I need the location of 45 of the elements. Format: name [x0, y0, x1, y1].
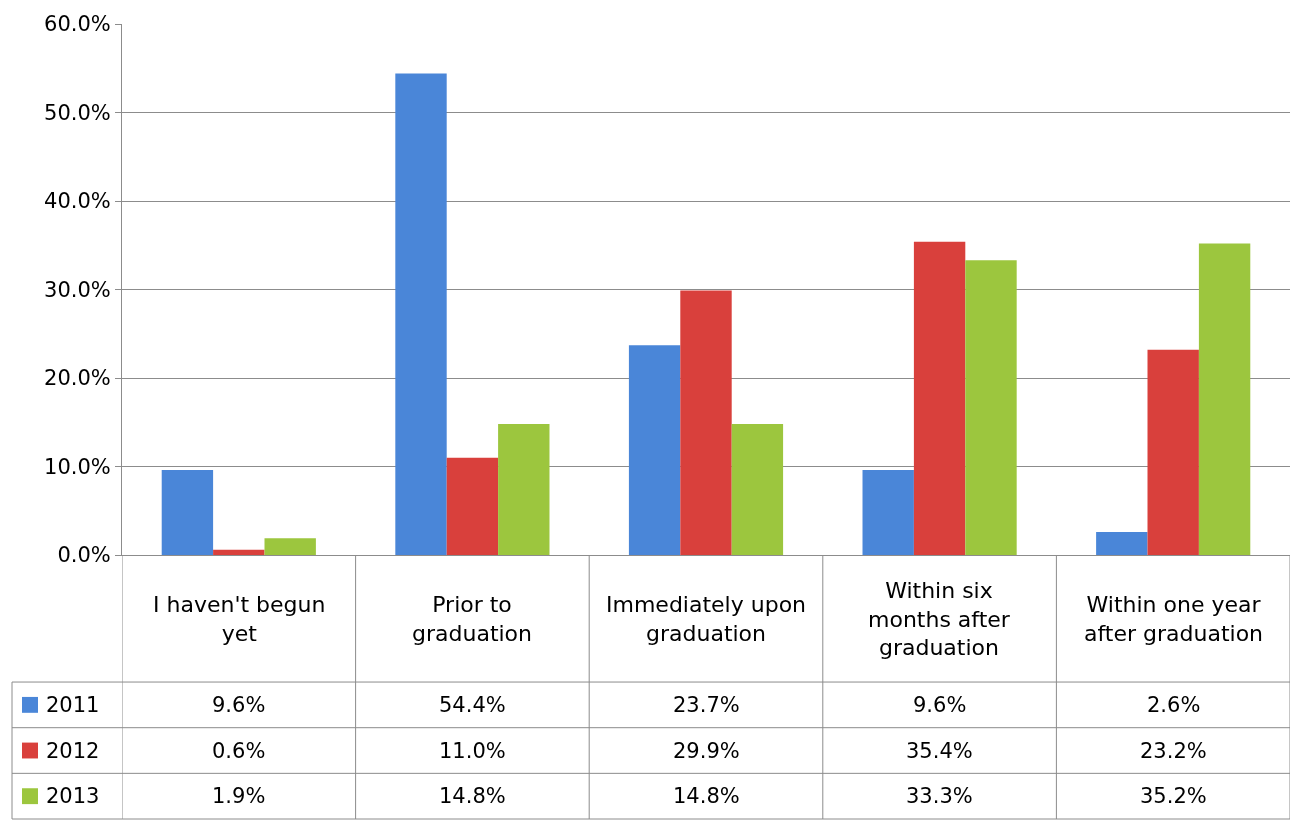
- bar: [862, 470, 914, 555]
- data-label: 23.7%: [673, 693, 740, 717]
- x-tick-label: Within one year after graduation: [1084, 592, 1264, 646]
- data-label: 9.6%: [913, 693, 967, 717]
- bar: [1147, 349, 1199, 555]
- data-label: 35.4%: [906, 739, 973, 763]
- bar: [965, 260, 1017, 555]
- x-tick-label: Within six months after graduation: [868, 578, 1011, 661]
- bar: [213, 549, 265, 555]
- y-tick-label: 60.0%: [44, 12, 111, 37]
- data-label: 14.8%: [673, 784, 740, 808]
- y-tick-label: 20.0%: [44, 366, 111, 391]
- legend-label: 2011: [46, 693, 100, 717]
- bar: [731, 424, 784, 555]
- data-label: 35.2%: [1140, 784, 1207, 808]
- y-tick-label: 40.0%: [44, 189, 111, 214]
- bar: [446, 457, 499, 555]
- data-label: 29.9%: [673, 739, 740, 763]
- data-label: 14.8%: [439, 784, 506, 808]
- bar: [498, 424, 550, 555]
- legend-label: 2012: [46, 739, 100, 763]
- x-tick-label: I haven't begun yet: [153, 592, 326, 646]
- y-tick-label: 10.0%: [44, 454, 111, 479]
- bar: [913, 241, 966, 555]
- bar: [264, 538, 316, 555]
- bar: [628, 345, 681, 555]
- data-label: 33.3%: [906, 784, 973, 808]
- y-tick-label: 0.0%: [57, 543, 111, 568]
- data-label: 23.2%: [1140, 739, 1207, 763]
- y-tick-label: 30.0%: [44, 277, 111, 302]
- legend-label: 2013: [46, 784, 100, 808]
- data-label: 0.6%: [212, 739, 266, 763]
- x-tick-label: Prior to graduation: [412, 592, 533, 646]
- data-label: 9.6%: [212, 693, 266, 717]
- data-label: 2.6%: [1147, 693, 1201, 717]
- x-tick-label: Immediately upon graduation: [606, 592, 807, 646]
- bar: [680, 290, 732, 555]
- bar: [395, 73, 447, 555]
- data-label: 54.4%: [439, 693, 506, 717]
- bar: [161, 470, 214, 555]
- bar: [1096, 531, 1148, 555]
- data-label: 1.9%: [212, 784, 266, 808]
- data-label: 11.0%: [439, 739, 506, 763]
- y-tick-label: 50.0%: [44, 100, 111, 125]
- bar: [1198, 243, 1251, 555]
